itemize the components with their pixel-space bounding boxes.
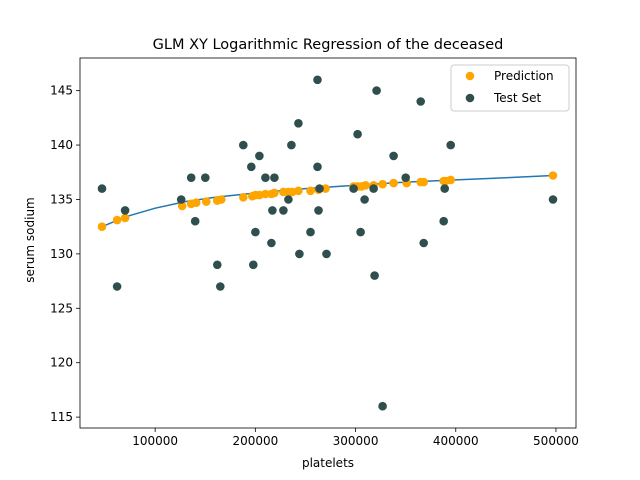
x-tick-label: 100000 — [132, 434, 178, 448]
test-set-point — [287, 140, 296, 150]
test-set-point — [369, 184, 378, 193]
axes-frame — [79, 57, 577, 429]
legend-label-test-set: Test Set — [493, 91, 541, 105]
prediction-point — [419, 177, 429, 187]
test-set-point — [353, 129, 362, 139]
test-set-point — [268, 206, 277, 215]
test-set-point — [295, 249, 304, 259]
test-set-point — [349, 184, 358, 193]
test-set-point — [439, 216, 449, 226]
prediction-point — [306, 186, 315, 196]
test-set-point — [270, 173, 279, 182]
prediction-point — [217, 195, 226, 204]
test-set-point — [416, 97, 426, 106]
test-set-point — [419, 238, 429, 248]
y-tick-label: 135 — [50, 192, 73, 206]
prediction-point — [446, 175, 456, 185]
test-set-point — [255, 151, 264, 161]
test-set-point — [315, 184, 324, 193]
y-tick-label: 115 — [50, 410, 73, 424]
test-set-point — [251, 227, 260, 237]
prediction-point — [321, 184, 330, 193]
test-set-point — [267, 238, 276, 248]
test-set-point — [279, 206, 288, 215]
series-prediction — [97, 171, 558, 231]
x-tick-label: 200000 — [232, 434, 278, 448]
test-set-point — [97, 184, 107, 193]
test-set-point — [306, 227, 315, 237]
series-test-set — [97, 75, 558, 411]
prediction-point — [120, 213, 130, 223]
test-set-point — [294, 119, 303, 128]
legend-marker-prediction — [465, 71, 475, 81]
prediction-point — [112, 215, 122, 225]
test-set-point — [239, 140, 248, 150]
prediction-point — [97, 222, 107, 231]
test-set-point — [389, 151, 398, 161]
test-set-point — [401, 173, 411, 182]
test-set-point — [356, 227, 365, 237]
test-set-point — [372, 86, 381, 95]
prediction-point — [191, 198, 201, 207]
chart-title: GLM XY Logarithmic Regression of the dec… — [153, 37, 504, 53]
x-tick-label: 500000 — [533, 434, 579, 448]
test-set-point — [313, 75, 322, 85]
y-tick-label: 140 — [50, 138, 73, 152]
test-set-point — [176, 195, 186, 204]
axes: 100000 200000 300000 400000 500000 115 120 125 1… — [50, 57, 579, 448]
prediction-point — [177, 201, 187, 211]
test-set-point — [284, 195, 293, 204]
y-tick-label: 120 — [50, 356, 73, 370]
legend-label-prediction: Prediction — [494, 69, 554, 83]
x-axis-label: platelets — [302, 456, 354, 470]
test-set-point — [360, 195, 369, 204]
test-set-point — [120, 206, 130, 215]
test-set-point — [261, 173, 270, 182]
test-set-point — [247, 162, 256, 172]
x-tick-label: 300000 — [333, 434, 379, 448]
test-set-point — [213, 260, 222, 270]
y-tick-label: 145 — [50, 84, 73, 98]
plot-area — [97, 75, 558, 411]
test-set-point — [378, 401, 387, 411]
prediction-point — [239, 193, 248, 202]
prediction-point — [548, 171, 558, 180]
test-set-point — [112, 282, 122, 291]
y-axis-label: serum sodium — [23, 197, 37, 283]
y-tick-label: 125 — [50, 301, 73, 315]
prediction-point — [361, 181, 370, 190]
prediction-point — [261, 189, 270, 199]
test-set-point — [201, 173, 210, 182]
test-set-point — [313, 162, 322, 172]
test-set-point — [446, 140, 456, 150]
prediction-point — [378, 179, 387, 189]
test-set-point — [314, 206, 323, 215]
test-set-point — [440, 184, 450, 193]
prediction-point — [202, 197, 211, 206]
test-set-point — [190, 216, 200, 226]
test-set-point — [370, 271, 379, 280]
legend: Prediction Test Set — [450, 64, 570, 112]
y-tick-label: 130 — [50, 247, 73, 261]
prediction-point — [270, 188, 279, 198]
x-tick-label: 400000 — [433, 434, 479, 448]
test-set-point — [322, 249, 331, 259]
test-set-point — [216, 282, 225, 291]
prediction-point — [389, 178, 398, 188]
prediction-point — [294, 186, 303, 196]
test-set-point — [186, 173, 196, 182]
test-set-point — [548, 195, 558, 204]
test-set-point — [249, 260, 258, 270]
legend-box — [450, 64, 570, 112]
legend-marker-test-set — [465, 93, 475, 103]
